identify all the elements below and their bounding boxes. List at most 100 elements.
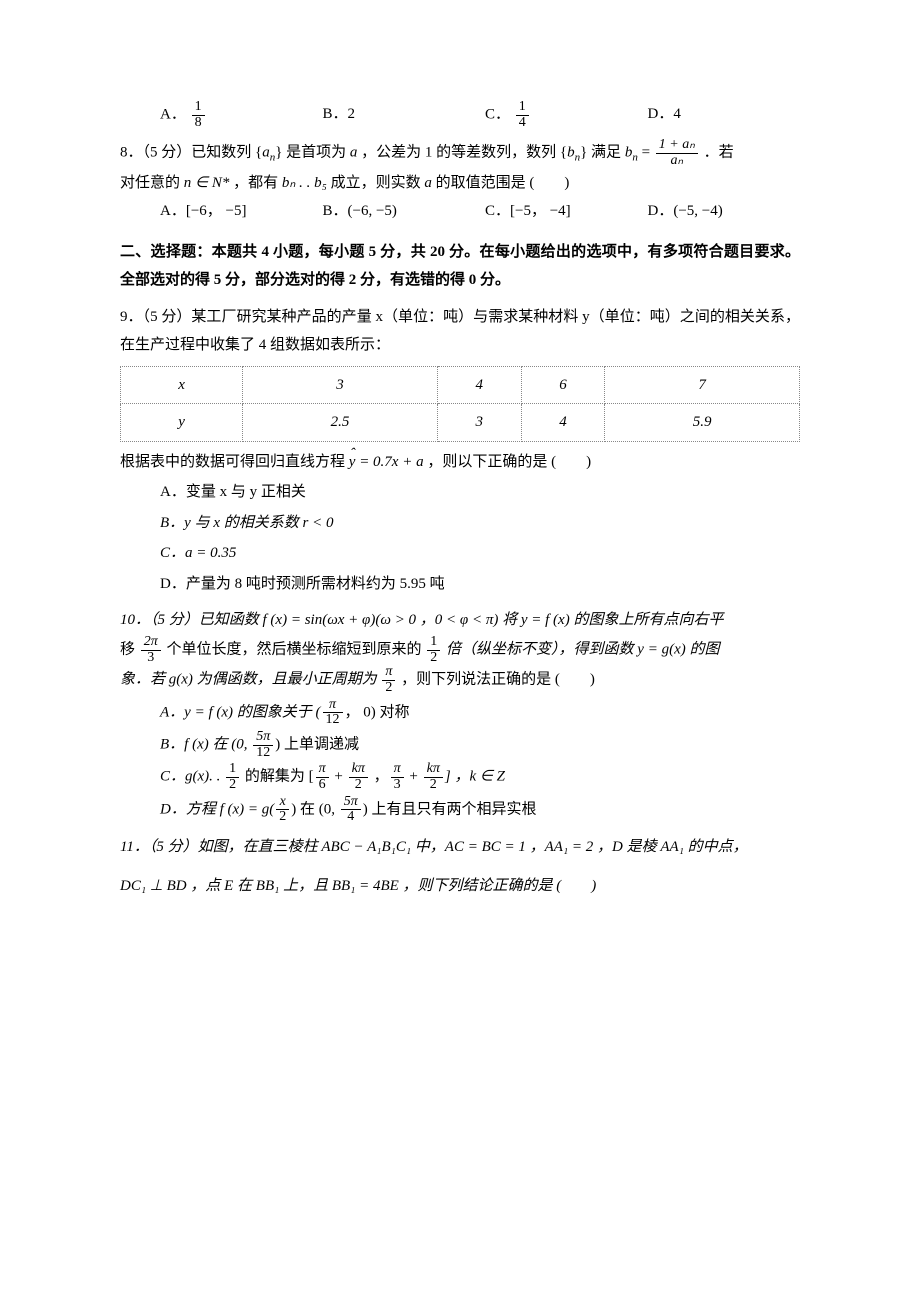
frac-num: 1 + aₙ <box>656 138 698 154</box>
frac-num: kπ <box>349 762 368 778</box>
q9-after-2: ，则以下正确的是 ( ) <box>424 454 592 470</box>
frac-num: π <box>382 665 395 681</box>
q10-b1: B．f (x) 在 (0, <box>160 737 251 753</box>
q10-afrac: π12 <box>323 698 343 728</box>
q8-options: A．[−6， −5] B．(−6, −5) C．[−5， −4] D．(−5, … <box>120 197 800 226</box>
q11-line2: DC₁ ⊥ BD ，点 E 在 BB₁ 上，且 BB₁ = 4BE ，则下列结论… <box>120 872 800 901</box>
frac-den: 4 <box>341 810 361 825</box>
q10-opt-b: B．f (x) 在 (0, 5π12) 上单调递减 <box>120 730 800 760</box>
frac-num: 5π <box>341 795 361 811</box>
q10-b2: ) 上单调递减 <box>275 737 359 753</box>
frac-den: 12 <box>253 746 273 761</box>
q10-cfrac4: kπ2 <box>424 762 443 792</box>
q10-line2: 移 2π3 个单位长度，然后横坐标缩短到原来的 12 倍（纵坐标不变），得到函数… <box>120 635 800 665</box>
q10-cplus1: + <box>331 769 347 785</box>
q9-y2: 3 <box>437 404 521 442</box>
q10-c2: ] ，k ∈ Z <box>445 769 505 785</box>
q8-an: a <box>262 145 270 161</box>
q10-s2a: 移 <box>120 642 139 658</box>
q10-bfrac: 5π12 <box>253 730 273 760</box>
q10-s2b: 个单位长度，然后横坐标缩短到原来的 <box>163 642 426 658</box>
q9-x2: 4 <box>437 366 521 404</box>
frac-num: 1 <box>516 100 529 116</box>
frac-num: 1 <box>192 100 205 116</box>
frac-den: 6 <box>316 778 329 793</box>
q9-y4: 5.9 <box>605 404 800 442</box>
table-row: x 3 4 6 7 <box>121 366 800 404</box>
q9-y1: 2.5 <box>243 404 438 442</box>
frac-num: π <box>323 698 343 714</box>
q8: 8．（5 分）已知数列 {an} 是首项为 a ，公差为 1 的等差数列，数列 … <box>120 138 800 169</box>
q9-opt-c: C．a = 0.35 <box>120 539 800 568</box>
q10-cfrac2: kπ2 <box>349 762 368 792</box>
q9-stem: 9．（5 分）某工厂研究某种产品的产量 x（单位：吨）与需求某种材料 y（单位：… <box>120 303 800 360</box>
frac-den: 3 <box>391 778 404 793</box>
q7-opt-a: A． 1 8 <box>160 100 313 130</box>
q9-y-label: y <box>121 404 243 442</box>
q11-s1: 11．（5 分）如图，在直三棱柱 ABC − A₁B₁C₁ 中，AC = BC … <box>120 839 748 855</box>
q10-cplus2: + <box>406 769 422 785</box>
frac-den: 2 <box>226 778 239 793</box>
q8-l2-3: 成立，则实数 <box>327 175 425 191</box>
q9-after-1: 根据表中的数据可得回归直线方程 <box>120 454 349 470</box>
q9-x-label: x <box>121 366 243 404</box>
q10-c1: C．g(x). . <box>160 769 224 785</box>
q8-line2: 对任意的 n ∈ N* ，都有 bₙ . . b₅ 成立，则实数 a 的取值范围… <box>120 169 800 198</box>
q7-opt-c-frac: 1 4 <box>516 100 529 130</box>
q10-ccom: ， <box>370 769 389 785</box>
q9-x3: 6 <box>521 366 605 404</box>
q8-opt-a: A．[−6， −5] <box>160 197 313 226</box>
frac-num: π <box>391 762 404 778</box>
frac-den: 2 <box>276 810 289 825</box>
q8-opt-b: B．(−6, −5) <box>323 197 476 226</box>
q9-opt-a: A．变量 x 与 y 正相关 <box>120 478 800 507</box>
frac-num: 1 <box>427 635 440 651</box>
q10-s3b: ，则下列说法正确的是 ( ) <box>397 672 595 688</box>
q10-frac1: 2π3 <box>141 635 161 665</box>
q7-opt-a-label: A． <box>160 107 186 123</box>
q8-bn: b <box>567 145 575 161</box>
q7-opt-a-frac: 1 8 <box>192 100 205 130</box>
q8-opt-c: C．[−5， −4] <box>485 197 638 226</box>
section-2-title: 二、选择题：本题共 4 小题，每小题 5 分，共 20 分。在每小题给出的选项中… <box>120 238 800 295</box>
frac-den: 4 <box>516 116 529 131</box>
q10-line3: 象．若 g(x) 为偶函数，且最小正周期为 π2 ，则下列说法正确的是 ( ) <box>120 665 800 695</box>
q8-text4: } 满足 <box>580 145 625 161</box>
frac-den: 3 <box>141 651 161 666</box>
q9-x4: 7 <box>605 366 800 404</box>
q8-l2-4: 的取值范围是 ( ) <box>432 175 570 191</box>
q9-opt-b: B．y 与 x 的相关系数 r < 0 <box>120 509 800 538</box>
q7-opt-b: B．2 <box>323 100 476 130</box>
frac-num: 1 <box>226 762 239 778</box>
q8-a2: a <box>424 175 432 191</box>
frac-den: 8 <box>192 116 205 131</box>
q8-nin: n ∈ N* <box>184 175 230 191</box>
table-row: y 2.5 3 4 5.9 <box>121 404 800 442</box>
frac-num: 5π <box>253 730 273 746</box>
q8-text2: } 是首项为 <box>275 145 350 161</box>
q7-opt-c: C． 1 4 <box>485 100 638 130</box>
q8-l2-2: ，都有 <box>229 175 282 191</box>
q10-s1: 10．（5 分）已知函数 f (x) = sin(ωx + φ)(ω > 0 ，… <box>120 612 723 628</box>
q9-yhat: y <box>349 448 356 477</box>
q10-s3a: 象．若 g(x) 为偶函数，且最小正周期为 <box>120 672 380 688</box>
q8-eq-eq: = <box>638 145 654 161</box>
q7-opt-c-label: C． <box>485 107 510 123</box>
q10-cfrac0: 12 <box>226 762 239 792</box>
q10-cfrac3: π3 <box>391 762 404 792</box>
q10-d2: ) 在 (0, <box>291 801 339 817</box>
frac-den: 12 <box>323 713 343 728</box>
q9-opt-c-text: C．a = 0.35 <box>160 545 236 561</box>
q9-x1: 3 <box>243 366 438 404</box>
q8-text3: ，公差为 1 的等差数列，数列 { <box>357 145 567 161</box>
q10-frac2: 12 <box>427 635 440 665</box>
frac-num: π <box>316 762 329 778</box>
frac-den: 2 <box>349 778 368 793</box>
q10-opt-d: D．方程 f (x) = g(x2) 在 (0, 5π4) 上有且只有两个相异实… <box>120 795 800 825</box>
q9-table: x 3 4 6 7 y 2.5 3 4 5.9 <box>120 366 800 442</box>
q8-opt-d: D．(−5, −4) <box>648 197 801 226</box>
q7-opt-d: D．4 <box>648 100 801 130</box>
q10-d1: D．方程 f (x) = g( <box>160 801 274 817</box>
q10-d3: ) 上有且只有两个相异实根 <box>363 801 537 817</box>
q10-opt-c: C．g(x). . 12 的解集为 [π6 + kπ2 ，π3 + kπ2] ，… <box>120 762 800 792</box>
